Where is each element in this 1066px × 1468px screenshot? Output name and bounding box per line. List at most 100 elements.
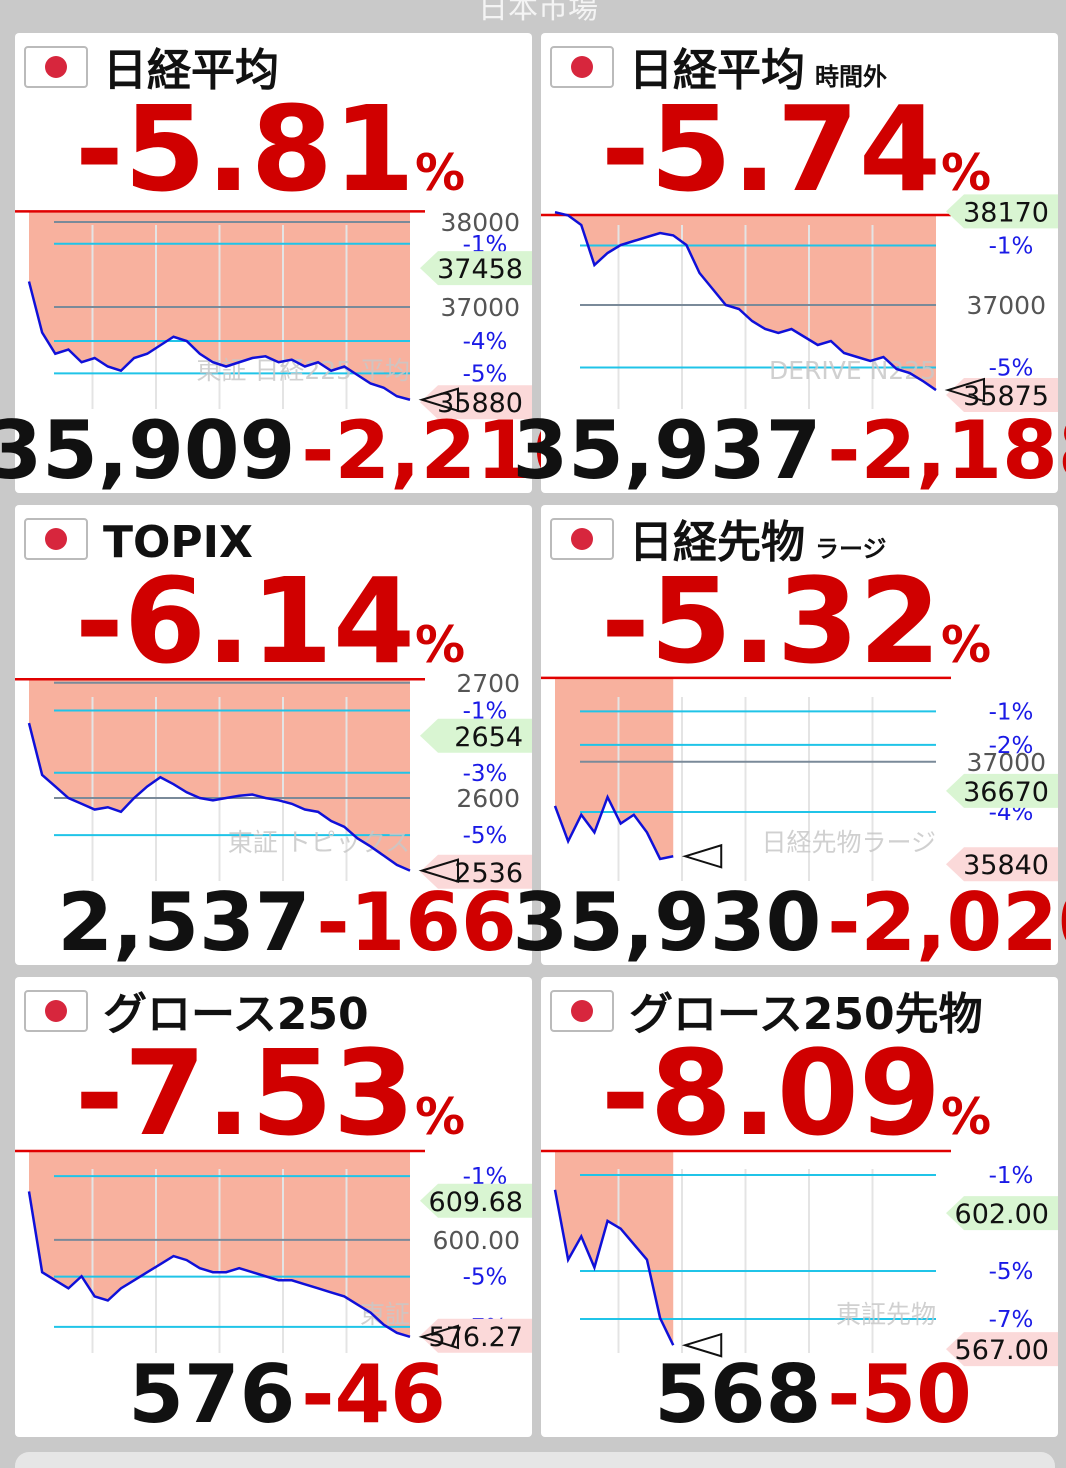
price-tag: [946, 1332, 1058, 1367]
price-line: [27, 281, 411, 401]
change-percent: -5.81%: [75, 80, 465, 218]
change-percent: -5.74%: [601, 80, 991, 218]
price-row: 2,537-166: [57, 876, 516, 969]
subtitle: 時間外: [815, 63, 887, 91]
card-title: 日経平均: [103, 45, 279, 96]
flag-sun: [571, 1000, 593, 1022]
title-text: 日経平均: [629, 45, 805, 96]
title-text: グロース250先物: [629, 989, 983, 1040]
price-tag-label: 36670: [963, 777, 1049, 808]
flag-sun: [45, 56, 67, 78]
pct-tick-label: -1%: [989, 234, 1034, 260]
change-percent: -8.09%: [601, 1024, 991, 1162]
card-title: 日経先物 ラージ: [629, 517, 887, 568]
pct-tick-label: -1%: [989, 699, 1034, 725]
y-tick-label: 2600: [456, 784, 520, 813]
pct-tick-label: -5%: [463, 361, 508, 387]
percent-sign: %: [941, 144, 991, 202]
flag-sun: [45, 528, 67, 550]
watermark: DERIVE N225: [769, 356, 936, 385]
price: 35,937: [513, 404, 822, 497]
pct-tick-label: -7%: [989, 1307, 1034, 1333]
price-row: 35,909-2,216: [0, 404, 587, 497]
price-row: 35,937-2,188: [513, 404, 1066, 497]
price: 576: [128, 1348, 295, 1441]
current-marker: [418, 858, 459, 883]
market-card: グロース250-7.53%600.00-1%-5%-7%東証609.68576.…: [15, 977, 532, 1441]
price-tag: [946, 847, 1058, 882]
change: -2,216: [301, 404, 587, 497]
percent-value: -7.53: [75, 1024, 415, 1162]
percent-sign: %: [941, 1088, 991, 1146]
percent-value: -5.74: [601, 80, 941, 218]
bottom-bar: [15, 1452, 1055, 1468]
market-card: 日経平均 時間外-5.74% 37000 -1% -5% DERIVE N225 38170…: [513, 33, 1066, 497]
pct-tick-label: -2%: [989, 733, 1034, 759]
percent-sign: %: [415, 616, 465, 674]
header-title: 日本市場: [478, 0, 598, 26]
change: -2,020: [827, 876, 1066, 969]
price-tag-label: 37458: [437, 254, 523, 285]
flag-sun: [571, 528, 593, 550]
y-tick-label: 37000: [966, 291, 1046, 320]
pct-tick-label: -5%: [463, 1265, 508, 1291]
price-line: [554, 210, 937, 392]
price-tag-label: 2536: [454, 858, 523, 889]
y-tick-label: 2700: [456, 669, 520, 698]
watermark: 日経先物ラージ: [761, 828, 936, 857]
pct-tick-label: -5%: [463, 823, 508, 849]
y-tick-label: 37000: [966, 748, 1046, 777]
price: 2,537: [57, 876, 310, 969]
price-tag-label: 35840: [963, 850, 1049, 881]
y-tick-label: 600.00: [433, 1226, 520, 1255]
y-tick-label: 37000: [440, 293, 520, 322]
price-line: [27, 1191, 411, 1339]
card-title: グロース250先物: [629, 989, 983, 1040]
price-tag-label: 35880: [437, 388, 523, 419]
percent-value: -6.14: [75, 552, 415, 690]
percent-sign: %: [415, 1088, 465, 1146]
price-tag-label: 576.27: [429, 1322, 523, 1353]
price-tag-label: 609.68: [429, 1187, 523, 1218]
current-marker: [681, 843, 723, 869]
price-row: 576-46: [128, 1348, 446, 1441]
price: 568: [654, 1348, 821, 1441]
price-tag: [420, 251, 532, 286]
price: 35,930: [513, 876, 822, 969]
pct-tick-label: -5%: [989, 1259, 1034, 1285]
price-tag: [946, 194, 1058, 229]
current-marker: [418, 1324, 459, 1350]
price-line: [27, 722, 411, 872]
change-percent: -5.32%: [601, 552, 991, 690]
price-tag-label: 2654: [454, 722, 523, 753]
subtitle: ラージ: [815, 535, 887, 563]
current-marker: [681, 1332, 723, 1358]
card-title: 日経平均 時間外: [629, 45, 887, 96]
price-tag: [946, 1196, 1058, 1231]
title-text: TOPIX: [103, 517, 253, 568]
price-line: [553, 793, 674, 861]
change: -2,188: [827, 404, 1066, 497]
watermark: 東証先物: [836, 1300, 936, 1329]
area-fill: [555, 1150, 674, 1346]
price-row: 568-50: [654, 1348, 972, 1441]
card-title: グロース250: [103, 989, 369, 1040]
flag-sun: [45, 1000, 67, 1022]
price-tag-label: 602.00: [955, 1199, 1049, 1230]
watermark: 東証 日経225 平均: [196, 356, 410, 385]
price-tag: [420, 385, 532, 420]
price-tag-label: 38170: [963, 197, 1049, 228]
price: 35,909: [0, 404, 295, 497]
pct-tick-label: -4%: [463, 329, 508, 355]
percent-value: -5.81: [75, 80, 415, 218]
price-tag: [420, 718, 532, 753]
current-marker: [944, 377, 985, 403]
price-tag: [946, 773, 1058, 808]
current-marker: [418, 387, 459, 413]
price-tag: [420, 1183, 532, 1218]
title-text: 日経平均: [103, 45, 279, 96]
percent-sign: %: [415, 144, 465, 202]
